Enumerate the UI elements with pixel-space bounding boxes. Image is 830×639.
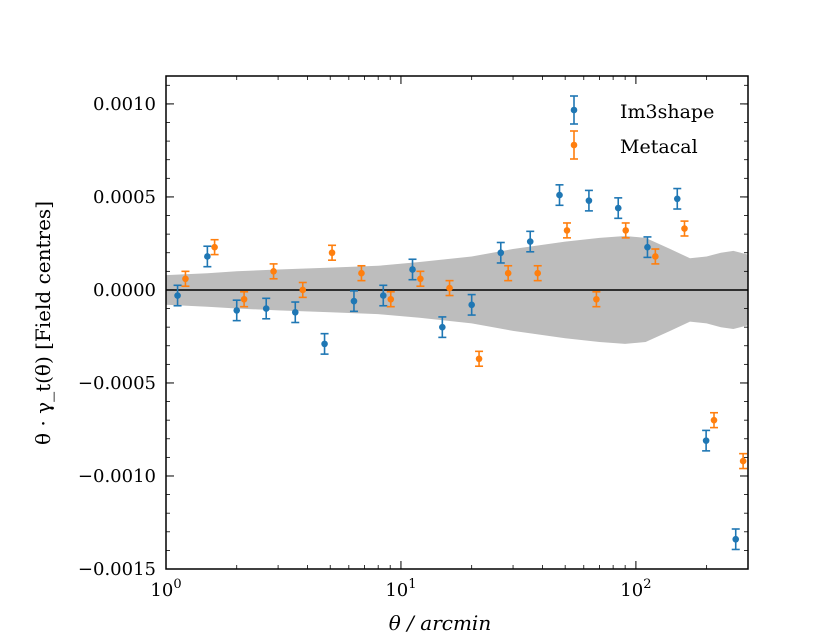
x-tick-label-0: 100 xyxy=(150,577,181,601)
point-metacal-6 xyxy=(358,269,365,277)
point-im3shape-1 xyxy=(204,253,211,260)
x-tick-label-2: 102 xyxy=(620,577,651,601)
y-tick-label-0: −0.0015 xyxy=(78,559,156,580)
point-metacal-15 xyxy=(622,227,630,234)
series-im3shape xyxy=(173,184,740,551)
point-metacal-11 xyxy=(504,269,512,277)
point-metacal-0 xyxy=(182,275,189,283)
y-tick-label-4: 0.0005 xyxy=(93,187,156,208)
point-metacal-14 xyxy=(593,295,600,303)
point-im3shape-8 xyxy=(409,266,416,273)
y-tick-label-1: −0.0010 xyxy=(78,466,156,487)
point-im3shape-15 xyxy=(614,204,622,212)
point-im3shape-17 xyxy=(673,195,681,203)
point-metacal-1 xyxy=(211,243,218,251)
point-metacal-12 xyxy=(534,269,542,277)
legend-point-im3shape xyxy=(570,106,578,114)
point-metacal-17 xyxy=(681,225,688,232)
point-im3shape-6 xyxy=(350,297,358,305)
point-im3shape-4 xyxy=(291,308,299,316)
x-tick-label-1: 101 xyxy=(385,577,416,601)
y-tick-label-2: −0.0005 xyxy=(78,373,156,394)
legend: Im3shape Metacal xyxy=(570,95,714,160)
x-tick-exponent-1: 1 xyxy=(408,577,416,592)
point-im3shape-7 xyxy=(379,292,387,299)
y-tick-label-5: 0.0010 xyxy=(93,94,156,115)
legend-label-metacal: Metacal xyxy=(620,136,698,158)
point-metacal-18 xyxy=(710,416,718,424)
point-metacal-9 xyxy=(446,284,453,292)
x-tick-exponent-2: 2 xyxy=(643,577,651,592)
legend-point-metacal xyxy=(570,141,578,149)
y-tick-label-3: 0.0000 xyxy=(93,280,156,301)
x-tick-base-1: 10 xyxy=(385,580,408,601)
point-im3shape-5 xyxy=(321,340,328,348)
y-tick-labels: −0.0015 −0.0010 −0.0005 0.0000 0.0005 0.0010 xyxy=(78,94,156,580)
point-metacal-13 xyxy=(563,227,571,234)
point-im3shape-14 xyxy=(585,197,593,204)
point-metacal-8 xyxy=(417,275,424,283)
legend-label-im3shape: Im3shape xyxy=(620,101,714,123)
point-im3shape-11 xyxy=(497,249,505,257)
plot-frame xyxy=(165,75,749,570)
point-metacal-4 xyxy=(299,286,307,294)
legend-marker-im3shape xyxy=(570,95,578,125)
x-tick-base-2: 10 xyxy=(620,580,643,601)
point-metacal-3 xyxy=(270,268,277,275)
point-im3shape-18 xyxy=(702,437,710,444)
point-im3shape-16 xyxy=(644,243,651,251)
x-tick-labels: 100 101 102 xyxy=(150,577,651,601)
x-tick-exponent-0: 0 xyxy=(173,577,181,592)
series-layer xyxy=(173,184,748,551)
point-im3shape-19 xyxy=(732,535,740,543)
x-axis-label: θ / arcmin xyxy=(389,611,491,635)
point-metacal-7 xyxy=(387,295,395,303)
point-metacal-5 xyxy=(328,249,336,257)
point-metacal-10 xyxy=(475,355,483,363)
point-im3shape-2 xyxy=(233,307,241,314)
point-im3shape-12 xyxy=(526,238,534,245)
series-metacal xyxy=(181,220,748,470)
point-im3shape-13 xyxy=(556,191,563,199)
point-im3shape-0 xyxy=(174,292,181,299)
point-metacal-2 xyxy=(240,295,248,303)
point-im3shape-9 xyxy=(439,323,446,331)
point-im3shape-10 xyxy=(468,301,475,309)
point-im3shape-3 xyxy=(262,305,270,312)
legend-marker-metacal xyxy=(570,130,578,160)
y-axis-label: θ · γ_t(θ) [Field centres] xyxy=(31,201,55,445)
point-metacal-16 xyxy=(652,253,659,260)
point-metacal-19 xyxy=(739,457,747,465)
tick-layer xyxy=(165,76,749,570)
x-tick-base-0: 10 xyxy=(150,580,173,601)
